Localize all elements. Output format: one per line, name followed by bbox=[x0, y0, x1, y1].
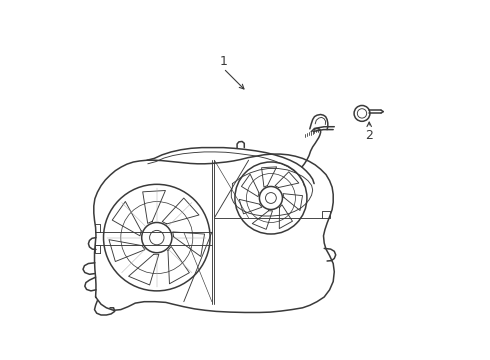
Text: 1: 1 bbox=[220, 55, 227, 68]
Text: 2: 2 bbox=[365, 129, 373, 141]
